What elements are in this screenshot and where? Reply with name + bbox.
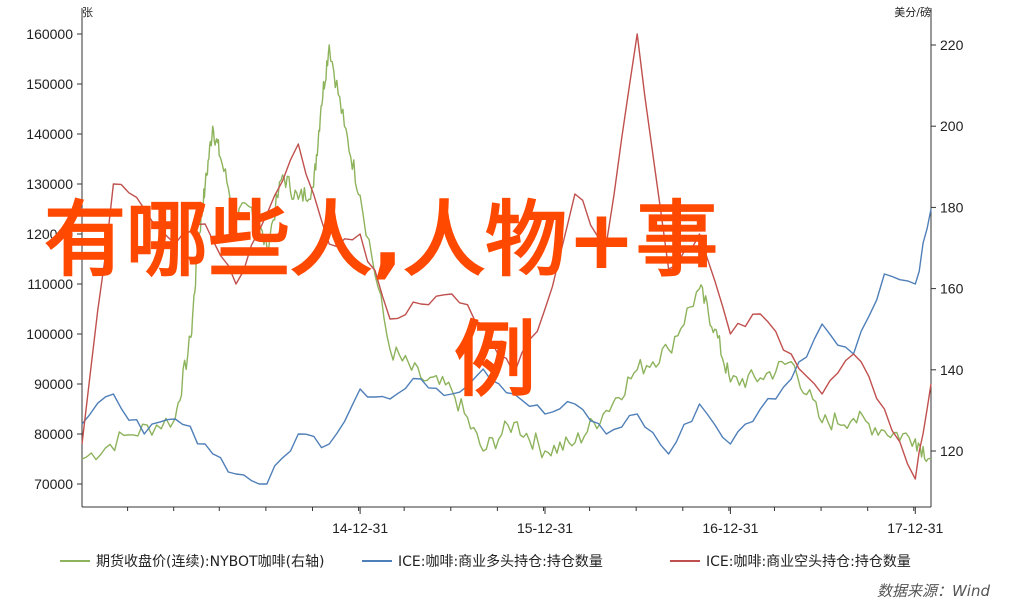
legend: 期货收盘价(连续):NYBOT咖啡(右轴) ICE:咖啡:商业多头持仓:持仓数量 I…	[60, 553, 911, 570]
right-tick-label: 180	[940, 199, 964, 215]
right-tick-label: 140	[940, 362, 964, 378]
legend-label: ICE:咖啡:商业多头持仓:持仓数量	[398, 553, 603, 570]
x-tick-label: 15-12-31	[517, 520, 573, 536]
left-tick-label: 110000	[27, 276, 73, 292]
overlay-title-line2: 例	[454, 313, 537, 408]
right-axis-unit: 美分/磅	[894, 5, 931, 19]
source-text: 数据来源：Wind	[877, 582, 991, 600]
left-tick-label: 80000	[34, 426, 73, 442]
left-tick-label: 70000	[34, 476, 73, 492]
legend-label: ICE:咖啡:商业空头持仓:持仓数量	[706, 554, 911, 570]
overlay-title-line1: 有哪些人,人物+事	[44, 193, 718, 288]
x-tick-label: 16-12-31	[702, 520, 758, 536]
right-tick-label: 160	[940, 281, 964, 297]
axes-layer: 160000 150000 140000 130000 120000 110000 1000…	[26, 26, 963, 536]
x-tick-label: 17-12-31	[887, 520, 943, 536]
left-tick-label: 140000	[26, 126, 73, 142]
left-axis-unit: 张	[82, 6, 93, 19]
left-tick-label: 120000	[26, 226, 73, 242]
left-tick-label: 130000	[26, 176, 73, 192]
right-tick-label: 220	[940, 37, 964, 53]
series-line-2	[81, 208, 932, 485]
series-line-1	[81, 44, 932, 463]
legend-item: ICE:咖啡:商业空头持仓:持仓数量	[670, 554, 911, 570]
right-tick-label: 120	[940, 443, 964, 459]
left-tick-label: 160000	[26, 26, 73, 42]
x-tick-label: 14-12-31	[332, 520, 388, 536]
right-tick-label: 200	[940, 118, 964, 134]
left-tick-label: 150000	[26, 76, 73, 92]
series-line-3	[81, 33, 932, 480]
legend-item: ICE:咖啡:商业多头持仓:持仓数量	[362, 553, 603, 570]
legend-label: 期货收盘价(连续):NYBOT咖啡(右轴)	[96, 553, 325, 570]
left-tick-label: 90000	[34, 376, 73, 392]
series-layer	[81, 33, 932, 485]
legend-item: 期货收盘价(连续):NYBOT咖啡(右轴)	[60, 553, 325, 570]
left-tick-label: 100000	[26, 326, 73, 342]
